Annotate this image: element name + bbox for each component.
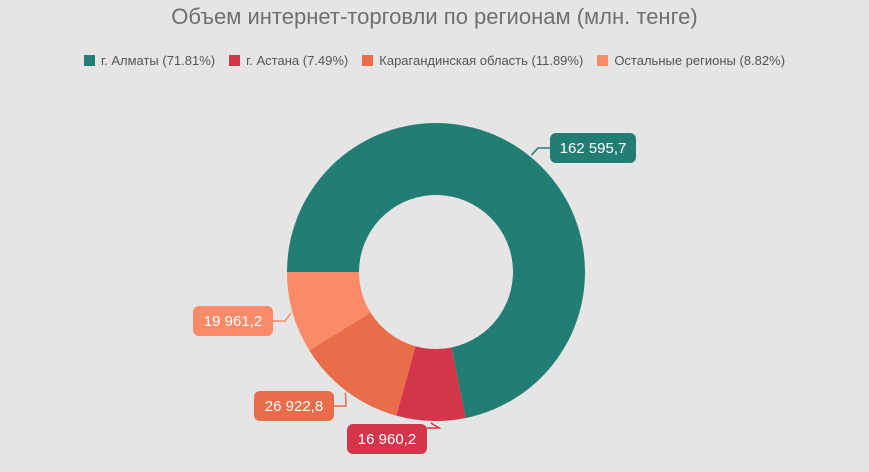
legend: г. Алматы (71.81%) г. Астана (7.49%) Кар… — [0, 53, 869, 68]
connector-karaganda — [334, 392, 347, 407]
donut-slices — [287, 122, 585, 422]
data-labels: 162 595,7 16 960,2 26 922,8 19 961,2 — [193, 133, 636, 454]
legend-item-astana[interactable]: г. Астана (7.49%) — [229, 53, 348, 68]
connector-astana — [427, 422, 442, 429]
legend-swatch-almaty — [83, 55, 95, 66]
data-label-other: 19 961,2 — [204, 313, 262, 330]
legend-item-other[interactable]: Остальные регионы (8.82%) — [597, 53, 785, 68]
connector-almaty — [530, 147, 550, 156]
data-label-almaty: 162 595,7 — [560, 140, 627, 157]
legend-item-almaty[interactable]: г. Алматы (71.81%) — [83, 53, 216, 68]
slice-astana[interactable] — [396, 346, 466, 422]
label-box-astana — [347, 424, 427, 454]
data-label-karaganda: 26 922,8 — [265, 398, 323, 415]
legend-label-karaganda: Карагандинская область (11.89%) — [379, 53, 584, 68]
label-box-other — [193, 306, 273, 336]
legend-swatch-other — [597, 55, 609, 66]
legend-label-other: Остальные регионы (8.82%) — [614, 53, 786, 68]
chart-title: Объем интернет-торговли по регионам (млн… — [171, 4, 698, 29]
legend-label-astana: г. Астана (7.49%) — [246, 53, 349, 68]
slice-karaganda[interactable] — [309, 312, 416, 416]
data-label-astana: 16 960,2 — [358, 431, 416, 448]
legend-swatch-astana — [229, 55, 241, 66]
legend-swatch-karaganda — [362, 55, 374, 66]
label-box-karaganda — [254, 391, 334, 421]
slice-almaty[interactable] — [287, 122, 585, 419]
slice-other[interactable] — [287, 272, 371, 351]
label-box-almaty — [550, 133, 636, 163]
legend-item-karaganda[interactable]: Карагандинская область (11.89%) — [362, 53, 583, 68]
connector-other — [273, 312, 292, 322]
legend-label-almaty: г. Алматы (71.81%) — [100, 53, 216, 68]
